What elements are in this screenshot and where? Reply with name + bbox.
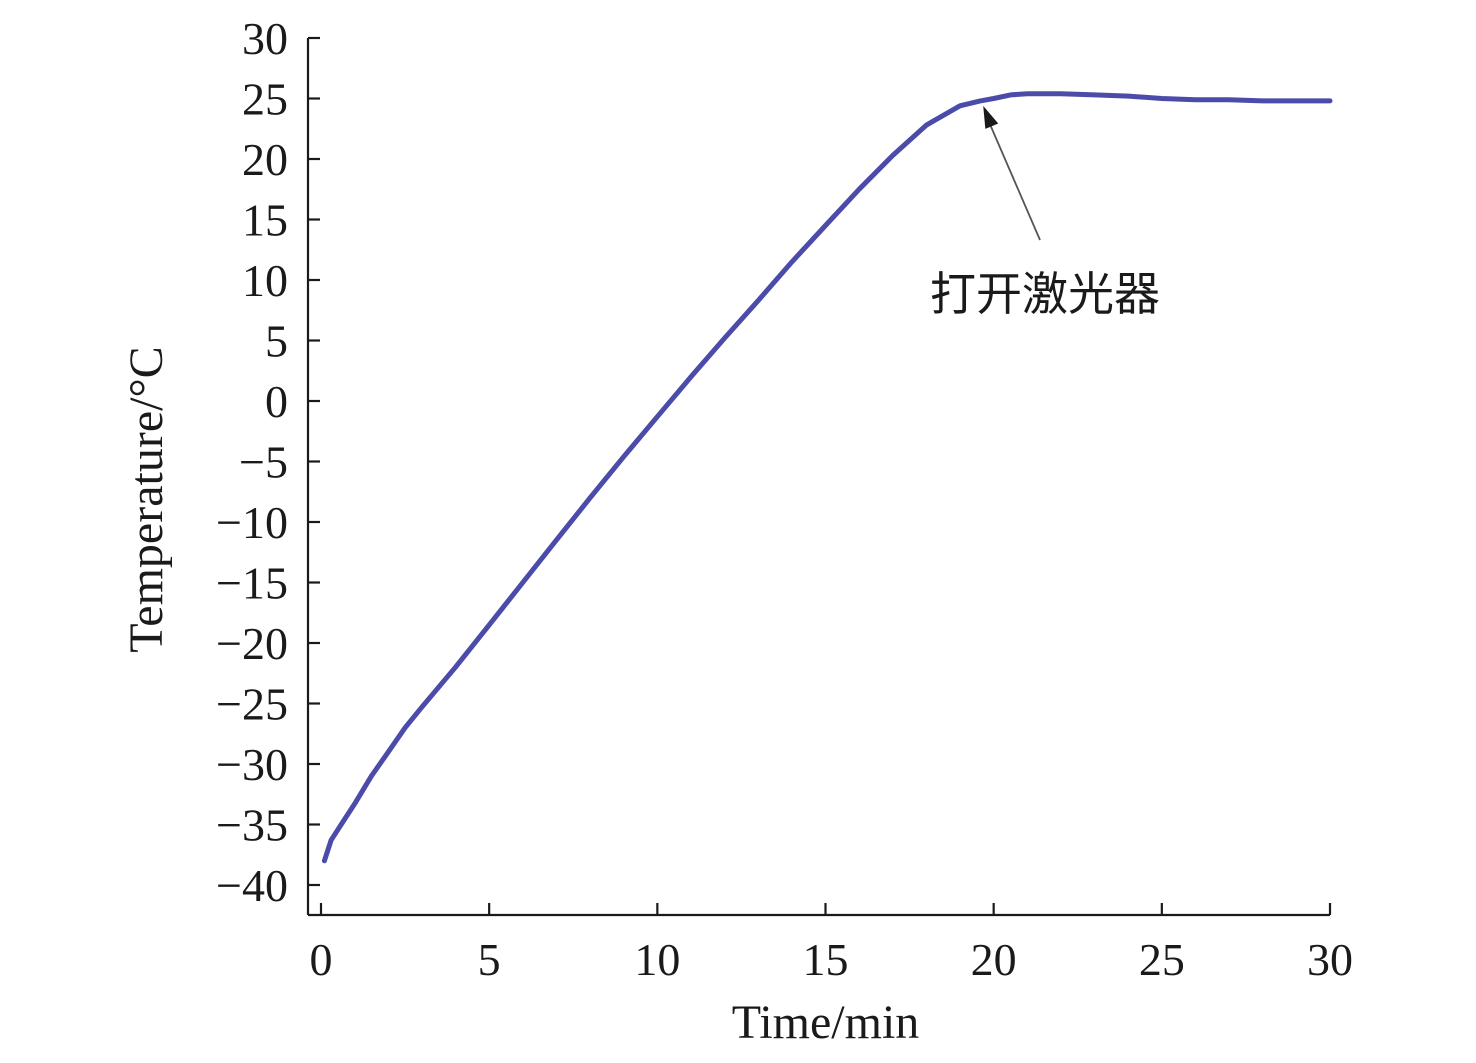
- y-tick-label: −15: [216, 558, 288, 609]
- series-line: [321, 91, 1333, 864]
- x-tick-label: 30: [1307, 934, 1353, 985]
- x-tick-label: 15: [803, 934, 849, 985]
- y-tick-label: −20: [216, 618, 288, 669]
- y-tick-label: −30: [216, 739, 288, 790]
- y-tick-label: −10: [216, 497, 288, 548]
- x-axis-title: Time/min: [732, 996, 920, 1049]
- x-tick-label: 0: [310, 934, 333, 985]
- y-axis: −40 −35 −30 −25 −20 −15 −10 −5 0 5 10 15 20 25 30: [216, 13, 320, 915]
- y-tick-label: 20: [242, 134, 288, 185]
- annotation-label: 打开激光器: [930, 267, 1160, 321]
- y-axis-title: Temperature/°C: [120, 346, 173, 652]
- y-tick-label: −5: [239, 437, 288, 488]
- x-tick-label: 10: [634, 934, 680, 985]
- annotation-arrow-line: [986, 117, 1041, 241]
- series-group: [321, 91, 1333, 864]
- x-tick-label: 20: [971, 934, 1017, 985]
- y-tick-label: 10: [242, 255, 288, 306]
- y-tick-label: −40: [216, 860, 288, 911]
- y-tick-label: −35: [216, 800, 288, 851]
- x-tick-label: 5: [478, 934, 501, 985]
- y-tick-label: 0: [265, 376, 288, 427]
- y-tick-label: 25: [242, 74, 288, 125]
- x-tick-label: 25: [1139, 934, 1185, 985]
- annotation-arrow-head: [983, 105, 999, 129]
- annotation-group: 打开激光器: [930, 105, 1160, 321]
- y-tick-label: −25: [216, 679, 288, 730]
- y-tick-label: 15: [242, 195, 288, 246]
- y-tick-label: 30: [242, 13, 288, 64]
- x-axis: 0 5 10 15 20 25 30: [308, 903, 1353, 985]
- y-tick-label: 5: [265, 316, 288, 367]
